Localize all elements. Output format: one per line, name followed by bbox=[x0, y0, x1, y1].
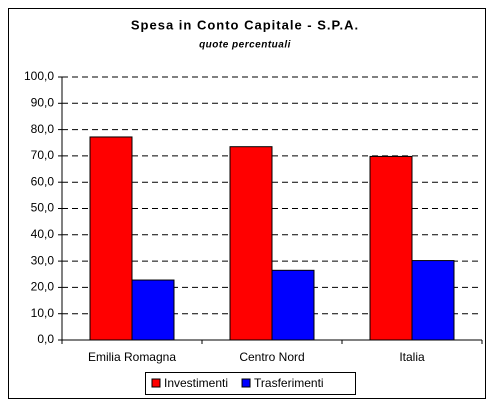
legend-label: Investimenti bbox=[164, 376, 228, 390]
bar bbox=[369, 155, 413, 341]
y-tick-label: 20,0 bbox=[31, 280, 55, 294]
y-tick-label: 100,0 bbox=[24, 69, 54, 83]
legend-swatch bbox=[241, 378, 251, 388]
y-tick-label: 70,0 bbox=[31, 148, 55, 162]
y-tick-label: 30,0 bbox=[31, 253, 55, 267]
bar bbox=[271, 269, 315, 341]
bar bbox=[89, 136, 133, 341]
legend-swatch bbox=[151, 378, 161, 388]
y-tick-label: 0,0 bbox=[37, 332, 54, 346]
y-tick-label: 10,0 bbox=[31, 306, 55, 320]
bar bbox=[131, 279, 175, 341]
y-tick-label: 80,0 bbox=[31, 122, 55, 136]
y-tick-label: 90,0 bbox=[31, 95, 55, 109]
legend-label: Trasferimenti bbox=[254, 376, 324, 390]
x-tick-label: Centro Nord bbox=[239, 350, 304, 364]
bar bbox=[229, 146, 273, 341]
x-tick-label: Italia bbox=[399, 350, 425, 364]
bar bbox=[411, 260, 455, 341]
y-tick-label: 60,0 bbox=[31, 174, 55, 188]
chart-subtitle: quote percentuali bbox=[199, 40, 291, 51]
y-tick-label: 50,0 bbox=[31, 201, 55, 215]
chart-title: Spesa in Conto Capitale - S.P.A. bbox=[131, 17, 359, 32]
x-tick-label: Emilia Romagna bbox=[88, 350, 176, 364]
y-tick-label: 40,0 bbox=[31, 227, 55, 241]
